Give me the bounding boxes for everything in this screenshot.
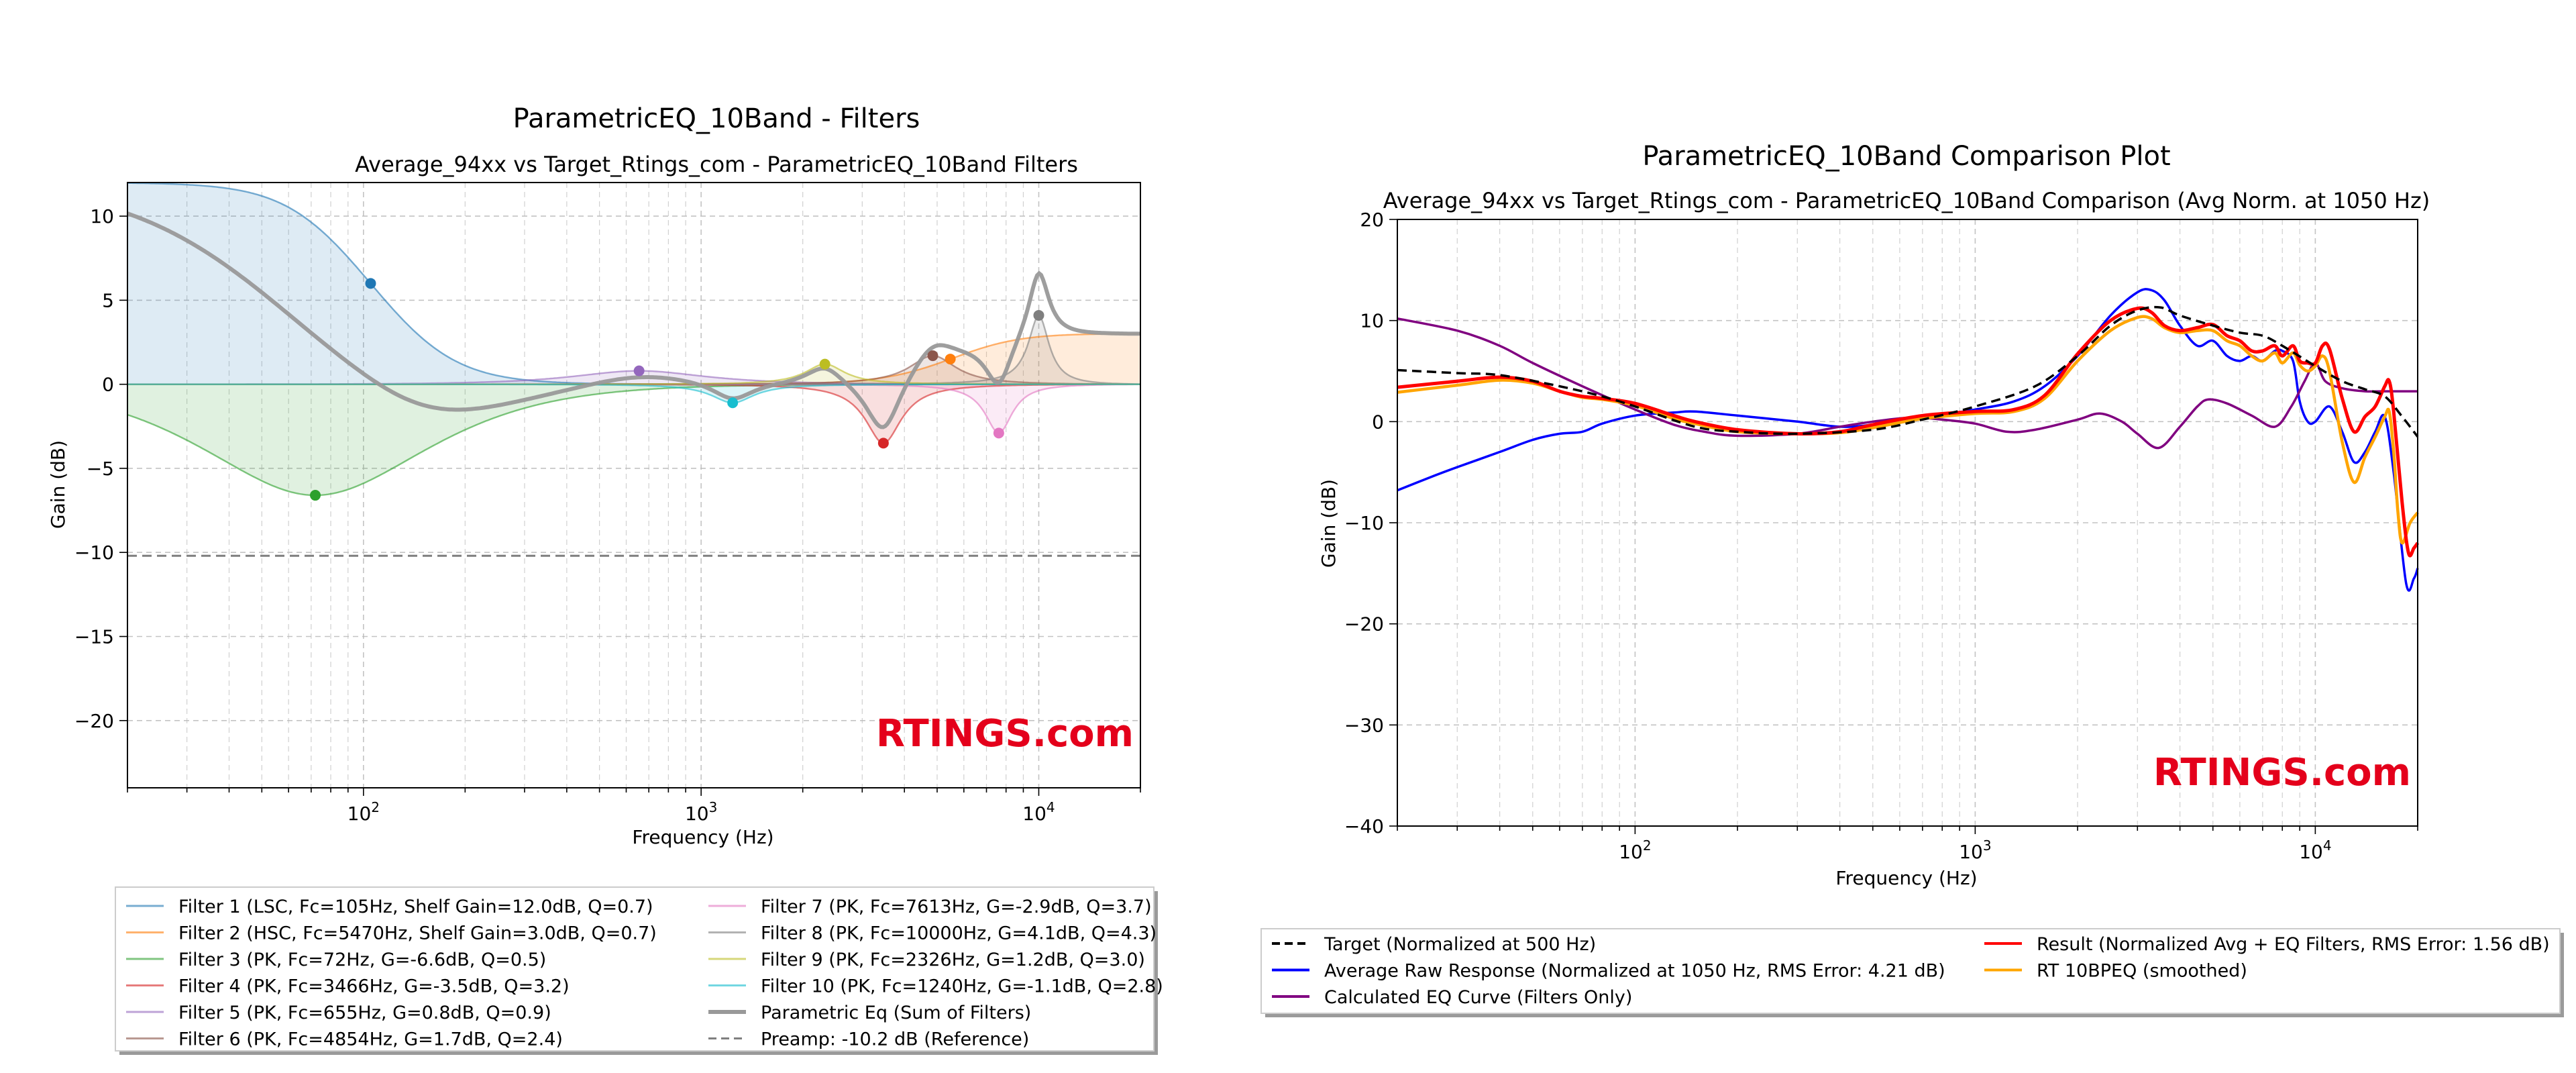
- c1-x-tick-label: 103: [685, 799, 717, 825]
- filters-chart: ParametricEQ_10Band - Filters Average_94…: [47, 103, 1163, 1055]
- chart1-legend-label: Filter 1 (LSC, Fc=105Hz, Shelf Gain=12.0…: [178, 897, 653, 917]
- chart2-legend-label: RT 10BPEQ (smoothed): [2037, 961, 2247, 982]
- chart1-x-axis-label: Frequency (Hz): [632, 826, 773, 848]
- chart1-legend-label: Filter 4 (PK, Fc=3466Hz, G=-3.5dB, Q=3.2…: [178, 976, 570, 997]
- chart2-figure-title: ParametricEQ_10Band Comparison Plot: [1642, 141, 2170, 172]
- c1-y-tick-label: 5: [102, 289, 114, 311]
- chart1-ticks: 10 5 0 −5 −10 −15 −20 102 103 104: [74, 205, 1141, 825]
- chart1-legend-label: Parametric Eq (Sum of Filters): [761, 1003, 1031, 1023]
- chart1-legend-label: Filter 3 (PK, Fc=72Hz, G=-6.6dB, Q=0.5): [178, 950, 546, 970]
- c1-y-tick-label: −20: [74, 710, 114, 732]
- filter-4-fill: [127, 384, 1140, 444]
- chart1-legend: Filter 1 (LSC, Fc=105Hz, Shelf Gain=12.0…: [115, 886, 1163, 1055]
- filter-7-marker: [993, 427, 1004, 439]
- filter-3-fill: [127, 384, 1140, 495]
- filter-10-line: [127, 383, 1140, 404]
- c1-y-tick-label: 10: [90, 205, 114, 227]
- chart2-watermark: RTINGS.com: [2153, 751, 2411, 795]
- chart2-axes-title: Average_94xx vs Target_Rtings_com - Para…: [1383, 188, 2430, 213]
- chart1-plot-frame: [127, 182, 1141, 788]
- chart2-legend-label: Calculated EQ Curve (Filters Only): [1324, 987, 1632, 1008]
- chart1-legend-label: Filter 9 (PK, Fc=2326Hz, G=1.2dB, Q=3.0): [761, 950, 1145, 970]
- chart2-series-2-line: [1397, 288, 2419, 592]
- chart2-series-5-line: [1397, 315, 2419, 545]
- c2-y-tick-label: −40: [1344, 815, 1384, 837]
- chart2-legend-box: [1260, 928, 2561, 1014]
- c1-y-tick-label: 0: [102, 374, 114, 396]
- parametric-eq-sum-line: [126, 211, 1140, 429]
- chart2-legend-label: Target (Normalized at 500 Hz): [1324, 934, 1596, 955]
- chart1-watermark: RTINGS.com: [876, 712, 1134, 756]
- filter-8-marker: [1033, 309, 1044, 321]
- filter-1-marker: [365, 278, 376, 289]
- chart2-y-axis-label: Gain (dB): [1318, 479, 1340, 568]
- filter-3-marker: [310, 490, 321, 501]
- chart2-series-4-line: [1397, 306, 2420, 558]
- chart2-legend: Target (Normalized at 500 Hz) Average Raw…: [1260, 928, 2564, 1017]
- chart1-figure-title: ParametricEQ_10Band - Filters: [513, 103, 920, 134]
- c2-x-tick-label: 102: [1619, 837, 1651, 863]
- c1-y-tick-label: −10: [74, 542, 114, 564]
- chart2-series-1-line: [1397, 305, 2419, 438]
- filter-6-marker: [927, 350, 938, 362]
- c1-x-tick-label: 102: [347, 799, 380, 825]
- filter-10-marker: [727, 397, 739, 409]
- filter-7-fill: [127, 384, 1140, 433]
- chart1-legend-label: Filter 6 (PK, Fc=4854Hz, G=1.7dB, Q=2.4): [178, 1029, 563, 1050]
- chart1-filter-lines: [126, 182, 1140, 557]
- filter-8-fill: [127, 315, 1140, 385]
- chart2-legend-label: Result (Normalized Avg + EQ Filters, RMS…: [2037, 934, 2550, 955]
- chart1-legend-label: Preamp: -10.2 dB (Reference): [761, 1029, 1029, 1050]
- c1-x-tick-label: 104: [1022, 799, 1055, 825]
- c2-y-tick-label: −30: [1344, 714, 1384, 736]
- filter-2-fill: [127, 334, 1140, 385]
- c2-x-tick-label: 104: [2299, 837, 2331, 863]
- chart1-legend-box: [115, 886, 1155, 1052]
- comparison-chart: ParametricEQ_10Band Comparison Plot Aver…: [1260, 141, 2564, 1017]
- chart2-x-axis-label: Frequency (Hz): [1835, 867, 1977, 889]
- chart1-legend-label: Filter 5 (PK, Fc=655Hz, G=0.8dB, Q=0.9): [178, 1003, 551, 1023]
- c2-x-tick-label: 103: [1959, 837, 1991, 863]
- c2-y-tick-label: −10: [1344, 512, 1384, 534]
- chart1-legend-label: Filter 10 (PK, Fc=1240Hz, G=-1.1dB, Q=2.…: [761, 976, 1163, 997]
- chart1-y-axis-label: Gain (dB): [47, 440, 69, 529]
- chart2-series-3-line: [1397, 317, 2418, 450]
- chart1-legend-label: Filter 8 (PK, Fc=10000Hz, G=4.1dB, Q=4.3…: [761, 923, 1157, 944]
- chart1-filter-markers: [310, 278, 1044, 501]
- c1-y-tick-label: −15: [74, 626, 114, 648]
- c2-y-tick-label: −20: [1344, 613, 1384, 635]
- chart1-legend-label: Filter 7 (PK, Fc=7613Hz, G=-2.9dB, Q=3.7…: [761, 897, 1152, 917]
- filter-4-marker: [877, 438, 889, 449]
- c2-y-tick-label: 0: [1372, 411, 1384, 433]
- filter-5-marker: [633, 365, 645, 376]
- chart1-grid: [127, 183, 1141, 788]
- chart1-axes-title: Average_94xx vs Target_Rtings_com - Para…: [355, 152, 1078, 177]
- filter-1-fill: [127, 183, 1140, 385]
- c1-y-tick-label: −5: [87, 458, 114, 480]
- filter-2-marker: [945, 354, 956, 365]
- filter-9-marker: [819, 358, 830, 370]
- chart1-legend-label: Filter 2 (HSC, Fc=5470Hz, Shelf Gain=3.0…: [178, 923, 657, 944]
- chart2-ticks: 20 10 0 −10 −20 −30 −40 102 103 104: [1344, 209, 2418, 863]
- c2-y-tick-label: 10: [1360, 310, 1384, 332]
- chart2-series-lines: [1397, 288, 2420, 592]
- chart2-grid: [1397, 219, 2418, 827]
- c2-y-tick-label: 20: [1360, 209, 1384, 231]
- chart1-filter-fills: [127, 183, 1140, 495]
- chart2-legend-label: Average Raw Response (Normalized at 1050…: [1324, 961, 1945, 982]
